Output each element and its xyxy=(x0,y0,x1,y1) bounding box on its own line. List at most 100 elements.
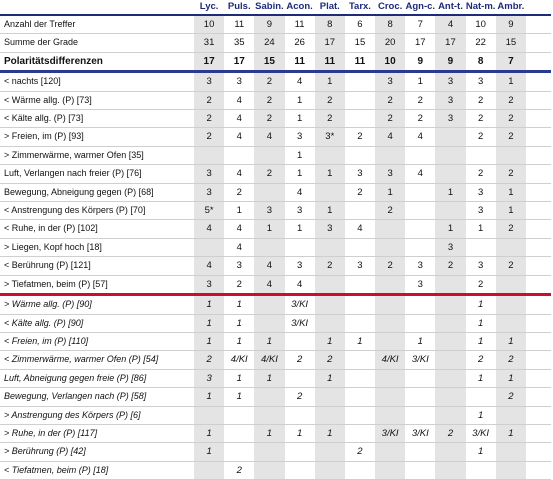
rubric-label[interactable]: > Tiefatmen, beim (P) [57] xyxy=(0,275,194,297)
grade-cell: 2 xyxy=(254,164,285,184)
grade-cell xyxy=(314,275,345,297)
counter-rubric-row[interactable]: Bewegung, Verlangen nach (P) [58] 1 1 2 2 xyxy=(0,387,551,407)
remedy-column-header[interactable]: Lyc. xyxy=(194,0,225,16)
rubric-label[interactable]: Polaritätsdifferenzen xyxy=(0,52,194,74)
rubric-label[interactable]: Summe der Grade xyxy=(0,33,194,53)
rubric-label[interactable]: Luft, Verlangen nach freier (P) [76] xyxy=(0,164,194,184)
grade-cell: 4 xyxy=(344,219,376,239)
rubric-label[interactable]: > Freien, im (P) [93] xyxy=(0,127,194,147)
rubric-label[interactable]: < Tiefatmen, beim (P) [18] xyxy=(0,461,194,480)
rubric-label[interactable]: < Ruhe, in der (P) [102] xyxy=(0,219,194,239)
counter-rubric-row[interactable]: Luft, Abneigung gegen freie (P) [86] 3 1 1 1… xyxy=(0,369,551,389)
counter-rubric-row[interactable]: > Wärme allg. (P) [90] 1 1 3/KI 1 xyxy=(0,294,551,315)
counter-rubric-row[interactable]: < Tiefatmen, beim (P) [18] 2 xyxy=(0,461,551,480)
rubric-label[interactable]: Luft, Abneigung gegen freie (P) [86] xyxy=(0,369,194,389)
rubric-row[interactable]: Luft, Verlangen nach freier (P) [76] 3 4 2 1… xyxy=(0,164,551,184)
remedy-column-header[interactable]: Nat-m. xyxy=(465,0,496,16)
grade-cell: 1 xyxy=(465,332,496,352)
grade-cell xyxy=(314,314,345,333)
rubric-row[interactable]: < Berührung (P) [121] 4 3 4 3 2 3 2 3 2 3 2 xyxy=(0,256,551,276)
rubric-row[interactable]: < nachts [120] 3 3 2 4 1 3 1 3 3 1 xyxy=(0,71,551,92)
rubric-label[interactable]: > Anstrengung des Körpers (P) [6] xyxy=(0,406,194,425)
counter-rubric-row[interactable]: < Zimmerwärme, warmer Ofen (P) [54] 2 4/KI… xyxy=(0,350,551,370)
grade-cell xyxy=(344,350,376,370)
grade-cell: 3 xyxy=(405,275,436,297)
grade-cell: 1 xyxy=(314,164,345,184)
rubric-row[interactable]: < Wärme allg. (P) [73] 2 4 2 1 2 2 2 3 2 2 xyxy=(0,91,551,111)
remedy-column-header[interactable]: Puls. xyxy=(224,0,255,16)
rubric-label[interactable]: > Liegen, Kopf hoch [18] xyxy=(0,238,194,258)
grade-cell: 2 xyxy=(465,164,496,184)
counter-rubric-row[interactable]: > Anstrengung des Körpers (P) [6] 1 xyxy=(0,406,551,425)
grade-cell: 1 xyxy=(224,294,255,315)
grade-cell: 2 xyxy=(254,109,285,129)
grade-cell: 3 xyxy=(194,164,225,184)
grade-cell: 1 xyxy=(314,201,345,221)
rubric-row[interactable]: < Ruhe, in der (P) [102] 4 4 1 1 3 4 1 1 2 xyxy=(0,219,551,239)
grade-cell: 3 xyxy=(465,201,496,221)
rubric-row[interactable]: < Kälte allg. (P) [73] 2 4 2 1 2 2 2 3 2 2 xyxy=(0,109,551,129)
grade-cell xyxy=(375,332,406,352)
row-filler xyxy=(526,146,551,166)
remedy-column-header[interactable]: Plat. xyxy=(314,0,345,16)
rubric-label[interactable]: < nachts [120] xyxy=(0,71,194,92)
rubric-row[interactable]: > Freien, im (P) [93] 2 4 4 3 3* 2 4 4 2 2 xyxy=(0,127,551,147)
grade-cell: 3 xyxy=(435,109,466,129)
counter-rubric-row[interactable]: > Berührung (P) [42] 1 2 1 xyxy=(0,442,551,462)
rubric-label[interactable]: < Anstrengung des Körpers (P) [70] xyxy=(0,201,194,221)
summary-row[interactable]: Summe der Grade 31 35 24 26 17 15 20 17 17 22 15 xyxy=(0,33,551,53)
row-filler xyxy=(526,461,551,480)
grade-cell xyxy=(344,387,376,407)
rubric-label[interactable]: < Kälte allg. (P) [73] xyxy=(0,109,194,129)
remedy-column-header[interactable]: Ant-t. xyxy=(435,0,466,16)
grade-cell: 2 xyxy=(465,109,496,129)
rubric-row[interactable]: > Liegen, Kopf hoch [18] 4 3 xyxy=(0,238,551,258)
rubric-label[interactable]: > Berührung (P) [42] xyxy=(0,442,194,462)
remedy-column-header[interactable]: Agn-c. xyxy=(405,0,436,16)
remedy-column-header[interactable]: Tarx. xyxy=(344,0,376,16)
rubric-row[interactable]: Bewegung, Abneigung gegen (P) [68] 3 2 4 2 1 1… xyxy=(0,183,551,203)
counter-rubric-row[interactable]: < Kälte allg. (P) [90] 1 1 3/KI 1 xyxy=(0,314,551,333)
polarity-row[interactable]: Polaritätsdifferenzen 17 17 15 11 11 11 10 9 9 8 7 xyxy=(0,52,551,74)
grade-cell: 2 xyxy=(194,91,225,111)
counter-rubric-row[interactable]: < Freien, im (P) [110] 1 1 1 1 1 1 1 1 xyxy=(0,332,551,352)
rubric-label[interactable]: > Zimmerwärme, warmer Ofen [35] xyxy=(0,146,194,166)
rubric-label[interactable]: < Kälte allg. (P) [90] xyxy=(0,314,194,333)
rubric-row[interactable]: > Zimmerwärme, warmer Ofen [35] 1 xyxy=(0,146,551,166)
grade-cell xyxy=(435,369,466,389)
rubric-label[interactable]: Bewegung, Verlangen nach (P) [58] xyxy=(0,387,194,407)
remedy-column-header[interactable]: Ambr. xyxy=(495,0,526,16)
grade-cell xyxy=(495,406,526,425)
rubric-label[interactable]: < Berührung (P) [121] xyxy=(0,256,194,276)
remedy-header-row: Lyc. Puls. Sabin. Acon. Plat. Tarx. Croc. Agn-c… xyxy=(0,0,551,16)
summary-row[interactable]: Anzahl der Treffer 10 11 9 11 8 6 8 7 4 10 9 xyxy=(0,15,551,35)
rubric-label[interactable]: > Wärme allg. (P) [90] xyxy=(0,294,194,315)
grade-cell xyxy=(284,461,315,480)
rubric-row[interactable]: < Anstrengung des Körpers (P) [70] 5* 1 3 3 1… xyxy=(0,201,551,221)
grade-cell: 1 xyxy=(314,424,345,444)
grade-cell xyxy=(465,387,496,407)
grade-cell: 9 xyxy=(495,15,526,35)
rubric-label[interactable]: > Ruhe, in der (P) [117] xyxy=(0,424,194,444)
rubric-label[interactable]: < Wärme allg. (P) [73] xyxy=(0,91,194,111)
grade-cell: 1 xyxy=(284,164,315,184)
grade-cell: 3 xyxy=(465,183,496,203)
remedy-column-header[interactable]: Acon. xyxy=(284,0,315,16)
rubric-row[interactable]: > Tiefatmen, beim (P) [57] 3 2 4 4 3 2 xyxy=(0,275,551,297)
remedy-column-header[interactable]: Croc. xyxy=(375,0,406,16)
rubric-label[interactable]: < Zimmerwärme, warmer Ofen (P) [54] xyxy=(0,350,194,370)
grade-cell xyxy=(254,238,285,258)
remedy-column-header[interactable]: Sabin. xyxy=(254,0,285,16)
grade-cell xyxy=(495,294,526,315)
rubric-label[interactable]: Anzahl der Treffer xyxy=(0,15,194,35)
grade-cell: 3 xyxy=(344,164,376,184)
grade-cell: 2 xyxy=(284,350,315,370)
grade-cell xyxy=(344,461,376,480)
grade-cell: 3 xyxy=(194,369,225,389)
grade-cell: 2 xyxy=(495,350,526,370)
grade-cell: 24 xyxy=(254,33,285,53)
rubric-label[interactable]: Bewegung, Abneigung gegen (P) [68] xyxy=(0,183,194,203)
rubric-label[interactable]: < Freien, im (P) [110] xyxy=(0,332,194,352)
grade-cell: 1 xyxy=(284,109,315,129)
counter-rubric-row[interactable]: > Ruhe, in der (P) [117] 1 1 1 1 3/KI 3/KI 2 3/K… xyxy=(0,424,551,444)
